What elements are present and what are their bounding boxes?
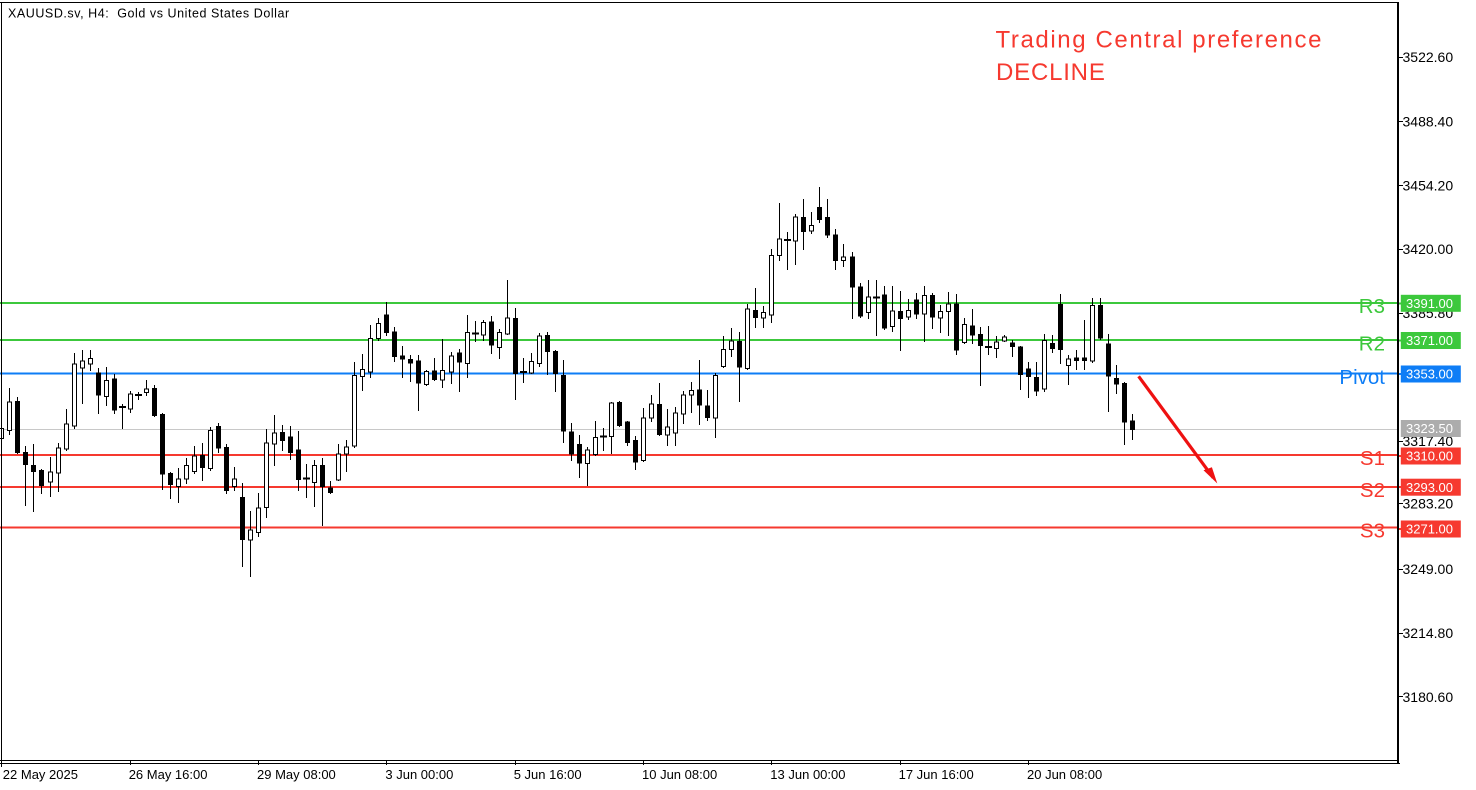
svg-text:10 Jun 08:00: 10 Jun 08:00 <box>642 767 717 782</box>
svg-text:3488.40: 3488.40 <box>1403 114 1454 130</box>
svg-text:3249.00: 3249.00 <box>1403 561 1454 577</box>
svg-text:3 Jun 00:00: 3 Jun 00:00 <box>385 767 453 782</box>
svg-text:3293.00: 3293.00 <box>1406 480 1453 495</box>
svg-text:S2: S2 <box>1360 479 1385 502</box>
svg-text:20 Jun 08:00: 20 Jun 08:00 <box>1027 767 1102 782</box>
svg-text:Trading Central preference: Trading Central preference <box>996 27 1324 54</box>
svg-text:22 May 2025: 22 May 2025 <box>3 767 78 782</box>
svg-text:3180.60: 3180.60 <box>1403 689 1454 705</box>
svg-text:26 May 16:00: 26 May 16:00 <box>129 767 208 782</box>
svg-text:17 Jun 16:00: 17 Jun 16:00 <box>899 767 974 782</box>
svg-text:29 May 08:00: 29 May 08:00 <box>257 767 336 782</box>
svg-text:3420.00: 3420.00 <box>1403 241 1454 257</box>
svg-text:DECLINE: DECLINE <box>996 59 1106 86</box>
svg-text:3454.20: 3454.20 <box>1403 178 1454 194</box>
svg-text:3353.00: 3353.00 <box>1406 367 1453 382</box>
svg-text:3283.20: 3283.20 <box>1403 496 1454 512</box>
svg-text:13 Jun 00:00: 13 Jun 00:00 <box>770 767 845 782</box>
svg-text:3522.60: 3522.60 <box>1403 49 1454 65</box>
svg-text:S3: S3 <box>1360 520 1385 543</box>
svg-text:R3: R3 <box>1359 295 1385 318</box>
svg-text:3323.50: 3323.50 <box>1406 421 1453 436</box>
svg-text:3214.80: 3214.80 <box>1403 625 1454 641</box>
svg-text:R2: R2 <box>1359 332 1385 355</box>
svg-text:3391.00: 3391.00 <box>1406 296 1453 311</box>
svg-text:3271.00: 3271.00 <box>1406 522 1453 537</box>
svg-text:3310.00: 3310.00 <box>1406 449 1453 464</box>
svg-text:S1: S1 <box>1360 447 1385 470</box>
svg-text:XAUUSD.sv, H4: Gold vs United: XAUUSD.sv, H4: Gold vs United States Dol… <box>8 7 290 21</box>
svg-text:3371.00: 3371.00 <box>1406 333 1453 348</box>
svg-text:5 Jun 16:00: 5 Jun 16:00 <box>514 767 582 782</box>
svg-text:Pivot: Pivot <box>1339 366 1385 389</box>
